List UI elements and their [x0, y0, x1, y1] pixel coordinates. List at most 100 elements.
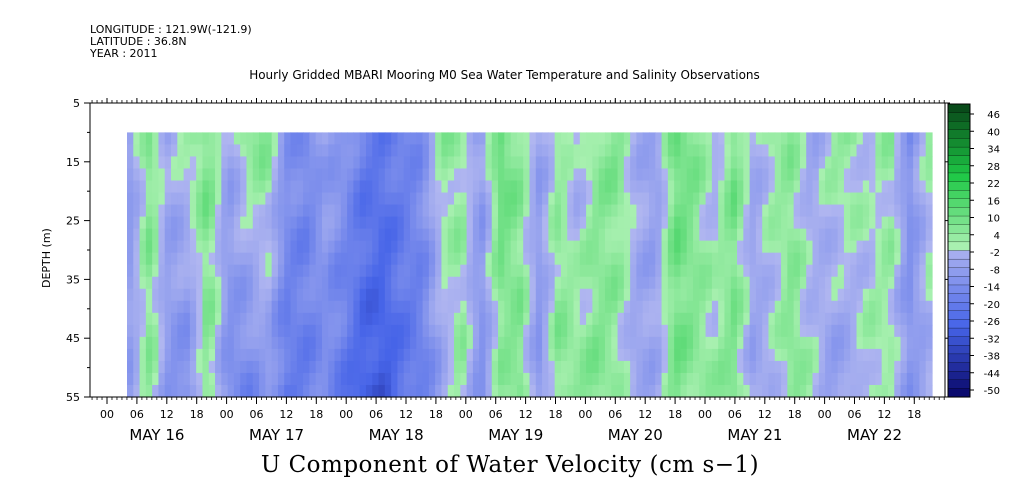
heat-cell [466, 192, 474, 206]
heat-cell [233, 228, 241, 242]
x-tick-label: 06 [489, 408, 503, 421]
heat-cell [410, 168, 417, 182]
heat-cell [919, 324, 927, 338]
heat-cell [177, 192, 185, 206]
heat-cell [818, 384, 826, 398]
heat-cell [164, 228, 172, 242]
heat-cell [875, 264, 883, 278]
heat-cell [737, 252, 744, 266]
heat-cell [410, 228, 417, 242]
heat-cell [718, 300, 726, 314]
heat-cell [334, 132, 342, 146]
heat-cell [127, 348, 134, 362]
heat-cell [510, 180, 518, 194]
heat-cell [554, 156, 562, 170]
heat-cell [573, 156, 581, 170]
heat-cell [554, 300, 562, 314]
heat-cell [623, 156, 631, 170]
heat-cell [208, 348, 216, 362]
heat-cell [648, 168, 656, 182]
heat-cell [290, 276, 298, 290]
heat-cell [799, 348, 807, 362]
heat-cell [787, 324, 795, 338]
heat-cell [510, 264, 518, 278]
heat-cell [636, 192, 644, 206]
heat-cell [680, 372, 688, 386]
heat-cell [586, 264, 593, 278]
heat-cell [290, 228, 298, 242]
heat-cell [711, 288, 719, 302]
heat-cell [215, 336, 222, 350]
heat-cell [315, 360, 323, 374]
heat-cell [755, 276, 763, 290]
heat-cell [403, 324, 411, 338]
heat-cell [504, 372, 512, 386]
heat-cell [749, 192, 757, 206]
heat-cell [925, 264, 933, 278]
heat-cell [359, 372, 367, 386]
heat-cell [441, 228, 449, 242]
heat-cell [548, 372, 556, 386]
heat-cell [133, 264, 141, 278]
heat-cell [347, 276, 355, 290]
heat-cell [793, 144, 801, 158]
heat-cell [554, 288, 562, 302]
heat-cell [919, 228, 927, 242]
heat-cell [460, 324, 468, 338]
heat-cell [284, 168, 292, 182]
heat-cell [554, 180, 562, 194]
heat-cell [837, 228, 845, 242]
heat-cell [781, 144, 788, 158]
heat-cell [799, 360, 807, 374]
heat-cell [818, 216, 826, 230]
heat-cell [215, 180, 222, 194]
heat-cell [240, 168, 248, 182]
heat-cell [139, 300, 147, 314]
heat-cell [630, 156, 638, 170]
heat-cell [365, 156, 373, 170]
heat-cell [869, 252, 876, 266]
heat-cell [586, 300, 593, 314]
heat-cell [737, 180, 744, 194]
heat-cell [321, 300, 329, 314]
heat-cell [762, 240, 770, 254]
heat-cell [372, 372, 380, 386]
heat-cell [875, 348, 883, 362]
heat-cell [372, 144, 380, 158]
heat-cell [516, 192, 524, 206]
heat-cell [202, 168, 210, 182]
heat-cell [145, 252, 153, 266]
heat-cell [579, 264, 587, 278]
heat-cell [825, 288, 832, 302]
heat-cell [466, 216, 474, 230]
heat-cell [686, 204, 694, 218]
heat-cell [296, 216, 304, 230]
heat-cell [196, 300, 204, 314]
heat-cell [542, 336, 549, 350]
heat-cell [743, 132, 751, 146]
heat-cell [133, 252, 141, 266]
heat-cell [818, 336, 826, 350]
heat-cell [391, 264, 399, 278]
heat-cell [359, 204, 367, 218]
heat-cell [831, 300, 839, 314]
heat-cell [667, 216, 675, 230]
heat-cell [359, 288, 367, 302]
heat-cell [215, 276, 222, 290]
heat-cell [793, 168, 801, 182]
x-tick-label: 06 [250, 408, 264, 421]
heat-cell [208, 240, 216, 254]
heat-cell [510, 252, 518, 266]
heat-cell [334, 300, 342, 314]
heat-cell [441, 312, 449, 326]
heat-cell [567, 204, 575, 218]
heat-cell [799, 384, 807, 398]
heat-cell [592, 264, 600, 278]
heat-cell [189, 300, 197, 314]
colorbar-swatch [947, 164, 971, 174]
heat-cell [246, 156, 254, 170]
heat-cell [196, 252, 204, 266]
heat-cell [309, 264, 317, 278]
heat-cell [466, 276, 474, 290]
heat-cell [887, 132, 895, 146]
